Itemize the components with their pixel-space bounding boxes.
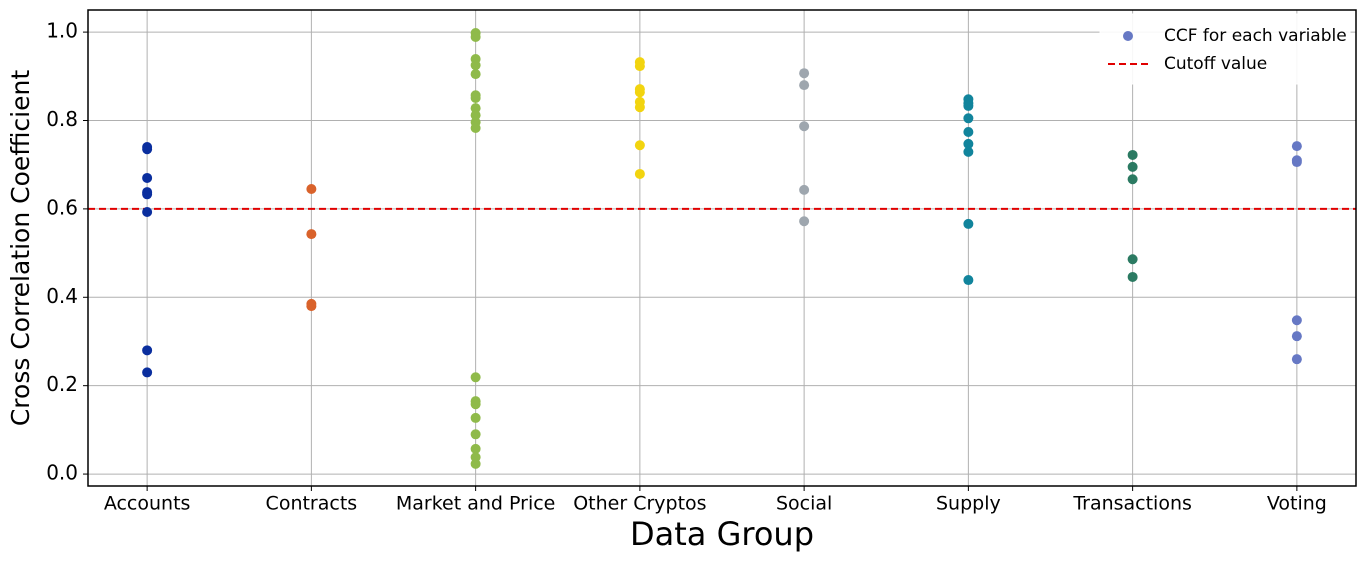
y-tick-label: 0.8 (46, 107, 78, 131)
y-tick-label: 0.0 (46, 461, 78, 485)
data-point (1127, 254, 1138, 265)
data-point (470, 412, 481, 423)
data-point (1291, 157, 1302, 168)
data-point (963, 126, 974, 137)
data-point (142, 367, 153, 378)
data-point (799, 80, 810, 91)
plot-frame (87, 9, 1357, 487)
data-point (470, 60, 481, 71)
data-point (1291, 315, 1302, 326)
data-point (963, 146, 974, 157)
data-point (142, 345, 153, 356)
data-point (306, 301, 317, 312)
y-tick-label: 1.0 (46, 19, 78, 43)
data-point (963, 113, 974, 124)
data-point (470, 458, 481, 469)
data-point (1291, 141, 1302, 152)
data-point (799, 68, 810, 79)
y-axis-label: Cross Correlation Coefficient (6, 70, 35, 426)
y-tick-label: 0.2 (46, 372, 78, 396)
data-point (306, 183, 317, 194)
x-tick-label: Social (776, 493, 832, 515)
data-point (1291, 354, 1302, 365)
data-point (142, 144, 153, 155)
data-point (470, 429, 481, 440)
data-point (470, 92, 481, 103)
legend-label: Cutoff value (1164, 54, 1267, 74)
data-point (1127, 174, 1138, 185)
data-point (963, 218, 974, 229)
x-tick-label: Supply (936, 493, 1001, 515)
x-tick-label: Transactions (1072, 493, 1192, 515)
data-point (963, 100, 974, 111)
data-point (799, 121, 810, 132)
data-point (634, 87, 645, 98)
data-point (470, 372, 481, 383)
data-point (470, 399, 481, 410)
data-point (1127, 271, 1138, 282)
data-point (963, 138, 974, 149)
x-tick-label: Other Cryptos (573, 493, 706, 515)
data-point (470, 31, 481, 42)
legend-box (1099, 13, 1351, 85)
data-point (963, 275, 974, 286)
x-axis-label: Data Group (630, 515, 814, 553)
data-point (470, 69, 481, 80)
data-point (1291, 331, 1302, 342)
data-point (470, 443, 481, 454)
data-point (142, 189, 153, 200)
legend-label: CCF for each variable (1164, 26, 1347, 46)
data-point (306, 229, 317, 240)
data-point (142, 206, 153, 217)
data-point (799, 184, 810, 195)
x-tick-label: Accounts (104, 493, 191, 515)
x-tick-label: Contracts (266, 493, 358, 515)
data-point (634, 61, 645, 72)
x-tick-label: Market and Price (396, 493, 556, 515)
data-point (142, 172, 153, 183)
data-point (1127, 161, 1138, 172)
data-point (634, 102, 645, 113)
data-point (470, 103, 481, 114)
x-tick-label: Voting (1267, 493, 1327, 515)
data-point (470, 110, 481, 121)
data-point (634, 140, 645, 151)
y-tick-label: 0.6 (46, 195, 78, 219)
data-point (470, 123, 481, 134)
data-point (799, 216, 810, 227)
legend-marker (1123, 31, 1133, 41)
y-tick-label: 0.4 (46, 284, 78, 308)
data-point (1127, 149, 1138, 160)
data-point (634, 168, 645, 179)
